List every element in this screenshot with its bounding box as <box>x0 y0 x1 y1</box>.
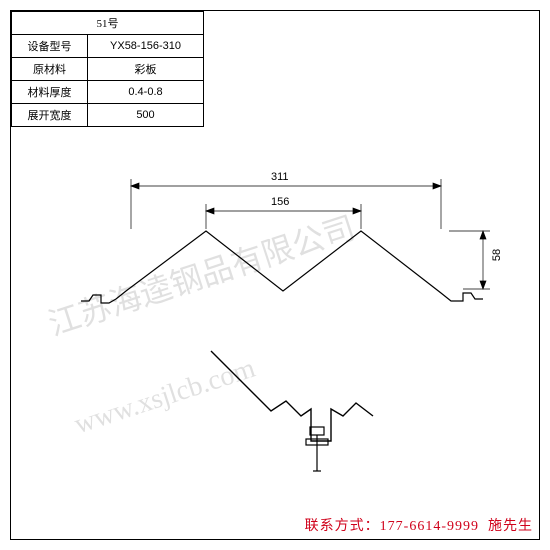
contact-phone: 177-6614-9999 <box>380 519 479 534</box>
bracket-profile <box>211 351 373 441</box>
contact-line: 联系方式：177-6614-9999 施先生 <box>305 515 533 535</box>
contact-person: 施先生 <box>488 519 533 534</box>
dim-label-156: 156 <box>271 196 289 208</box>
dim-label-58: 58 <box>491 249 503 261</box>
contact-label: 联系方式： <box>305 519 380 534</box>
drawing-frame: 51号 设备型号 YX58-156-310 原材料 彩板 材料厚度 0.4-0.… <box>10 10 540 540</box>
bolt-icon <box>306 427 328 471</box>
top-profile-path <box>81 231 483 303</box>
dim-58 <box>449 231 490 289</box>
profile-drawing <box>11 11 539 539</box>
dim-label-311: 311 <box>271 171 289 183</box>
